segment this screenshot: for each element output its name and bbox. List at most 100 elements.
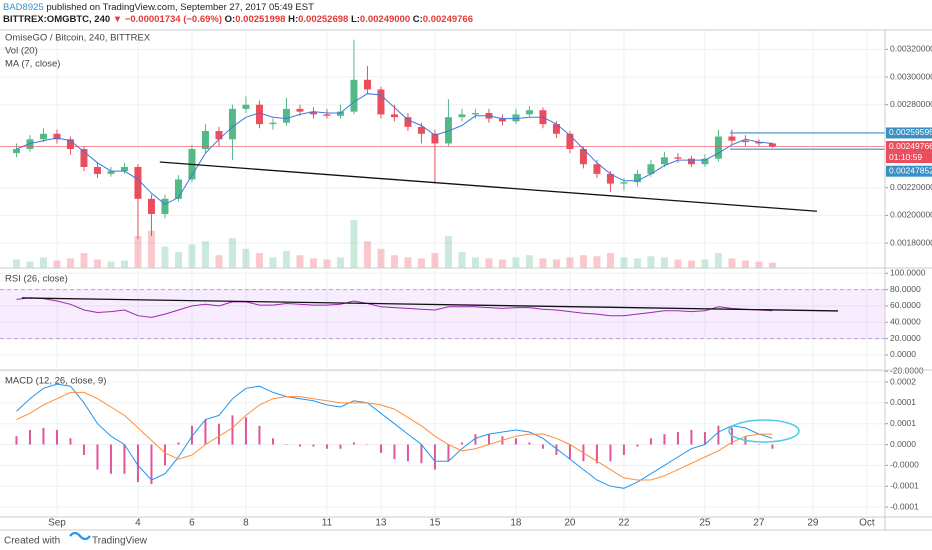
macd-histogram-bar xyxy=(406,444,409,462)
candle-body xyxy=(120,166,128,172)
volume-bar xyxy=(620,257,628,268)
macd-histogram-bar xyxy=(42,427,45,445)
change: ▼ −0.00001734 (−0.69%) xyxy=(113,14,222,25)
main-title: OmiseGO / Bitcoin, 240, BITTREX xyxy=(5,33,151,44)
volume-bar xyxy=(188,244,196,268)
y-tick-label: -20.0000 xyxy=(890,366,924,376)
macd-histogram-bar xyxy=(96,444,99,470)
candle-body xyxy=(768,143,776,147)
volume-bar xyxy=(309,258,317,268)
y-tick-label: -0.0001 xyxy=(890,480,919,490)
candle-body xyxy=(755,142,763,144)
y-tick-label: 0.00320000 xyxy=(890,44,932,54)
macd-histogram-bar xyxy=(447,444,450,462)
y-tick-label: 80.0000 xyxy=(890,284,921,294)
volume-bar xyxy=(485,258,493,268)
candle-body xyxy=(93,166,101,174)
macd-histogram-bar xyxy=(163,444,166,466)
candle-body xyxy=(593,164,601,174)
y-tick-label: -0.0000 xyxy=(890,460,919,470)
candle-body xyxy=(134,166,142,199)
volume-bar xyxy=(404,257,412,268)
footer-brand[interactable]: TradingView xyxy=(92,536,148,547)
x-tick-label: 27 xyxy=(753,518,765,529)
volume-bar xyxy=(363,241,371,268)
macd-histogram-bar xyxy=(28,429,31,445)
volume-bar xyxy=(458,252,466,268)
candle-body xyxy=(566,133,574,149)
macd-histogram-bar xyxy=(663,434,666,445)
macd-histogram-bar xyxy=(244,417,247,445)
volume-bar xyxy=(12,259,20,268)
l-label: L: xyxy=(351,14,360,25)
o-label: O: xyxy=(225,14,236,25)
y-tick-label: 0.00280000 xyxy=(890,99,932,109)
h-label: H: xyxy=(288,14,298,25)
candle-body xyxy=(660,157,668,165)
candle-body xyxy=(390,114,398,118)
y-tick-label: 0.00180000 xyxy=(890,237,932,247)
x-tick-label: 20 xyxy=(564,518,576,529)
rsi-band xyxy=(0,289,885,339)
volume-bar xyxy=(80,253,88,268)
y-tick-label: 0.00220000 xyxy=(890,182,932,192)
macd-histogram-bar xyxy=(609,444,612,462)
x-tick-label: 4 xyxy=(135,518,141,529)
footer-created: Created with xyxy=(4,536,60,547)
macd-histogram-bar xyxy=(379,444,382,453)
candle-body xyxy=(579,149,587,165)
macd-title: MACD (12, 26, close, 9) xyxy=(5,376,106,387)
macd-histogram-bar xyxy=(528,442,531,445)
y-tick-label: 0.0000 xyxy=(890,349,916,359)
candle-body xyxy=(161,198,169,215)
macd-histogram-bar xyxy=(474,434,477,445)
x-tick-label: Oct xyxy=(859,518,875,529)
volume-bar xyxy=(498,259,506,268)
ma-line xyxy=(16,93,773,205)
countdown-label-bg xyxy=(886,152,932,164)
candle-body xyxy=(444,117,452,144)
macd-histogram-bar xyxy=(690,429,693,445)
macd-histogram-bar xyxy=(433,444,436,470)
macd-line xyxy=(16,383,773,489)
candle-body xyxy=(39,133,47,140)
candle-body xyxy=(741,140,749,143)
volume-bar xyxy=(728,258,736,268)
volume-bar xyxy=(552,259,560,268)
volume-bar xyxy=(660,257,668,268)
x-tick-label: 6 xyxy=(189,518,195,529)
candle-body xyxy=(26,139,34,149)
candle-body xyxy=(701,158,709,165)
candle-body xyxy=(323,114,331,116)
macd-histogram-bar xyxy=(622,444,625,455)
candle-body xyxy=(647,164,655,174)
candle-body xyxy=(12,149,20,154)
volume-bar xyxy=(755,261,763,268)
volume-bar xyxy=(674,259,682,268)
macd-histogram-bar xyxy=(339,444,342,449)
indicator-label: MA (7, close) xyxy=(5,59,60,70)
macd-histogram-bar xyxy=(123,444,126,474)
volume-bar xyxy=(66,258,74,268)
volume-bar xyxy=(269,257,277,268)
candle-body xyxy=(107,171,115,174)
volume-bar xyxy=(377,248,385,268)
tradingview-logo[interactable]: TradingView xyxy=(69,531,148,547)
macd-histogram-bar xyxy=(258,425,261,445)
volume-bar xyxy=(147,230,155,268)
volume-bar xyxy=(53,260,61,268)
volume-bar xyxy=(539,258,547,268)
header-line-1: BAD8925 published on TradingView.com, Se… xyxy=(3,2,314,13)
volume-bar xyxy=(134,236,142,268)
macd-histogram-bar xyxy=(204,419,207,445)
y-tick-label: 0.0002 xyxy=(890,376,916,386)
candle-body xyxy=(633,173,641,183)
candle-body xyxy=(377,89,385,115)
macd-histogram-bar xyxy=(514,438,517,445)
volume-bar xyxy=(593,256,601,268)
macd-histogram-bar xyxy=(717,425,720,445)
l-value: 0.00249000 xyxy=(360,14,410,25)
level-label: 0.00259595 xyxy=(889,127,932,137)
volume-bar xyxy=(431,253,439,268)
author[interactable]: BAD8925 xyxy=(3,2,44,13)
